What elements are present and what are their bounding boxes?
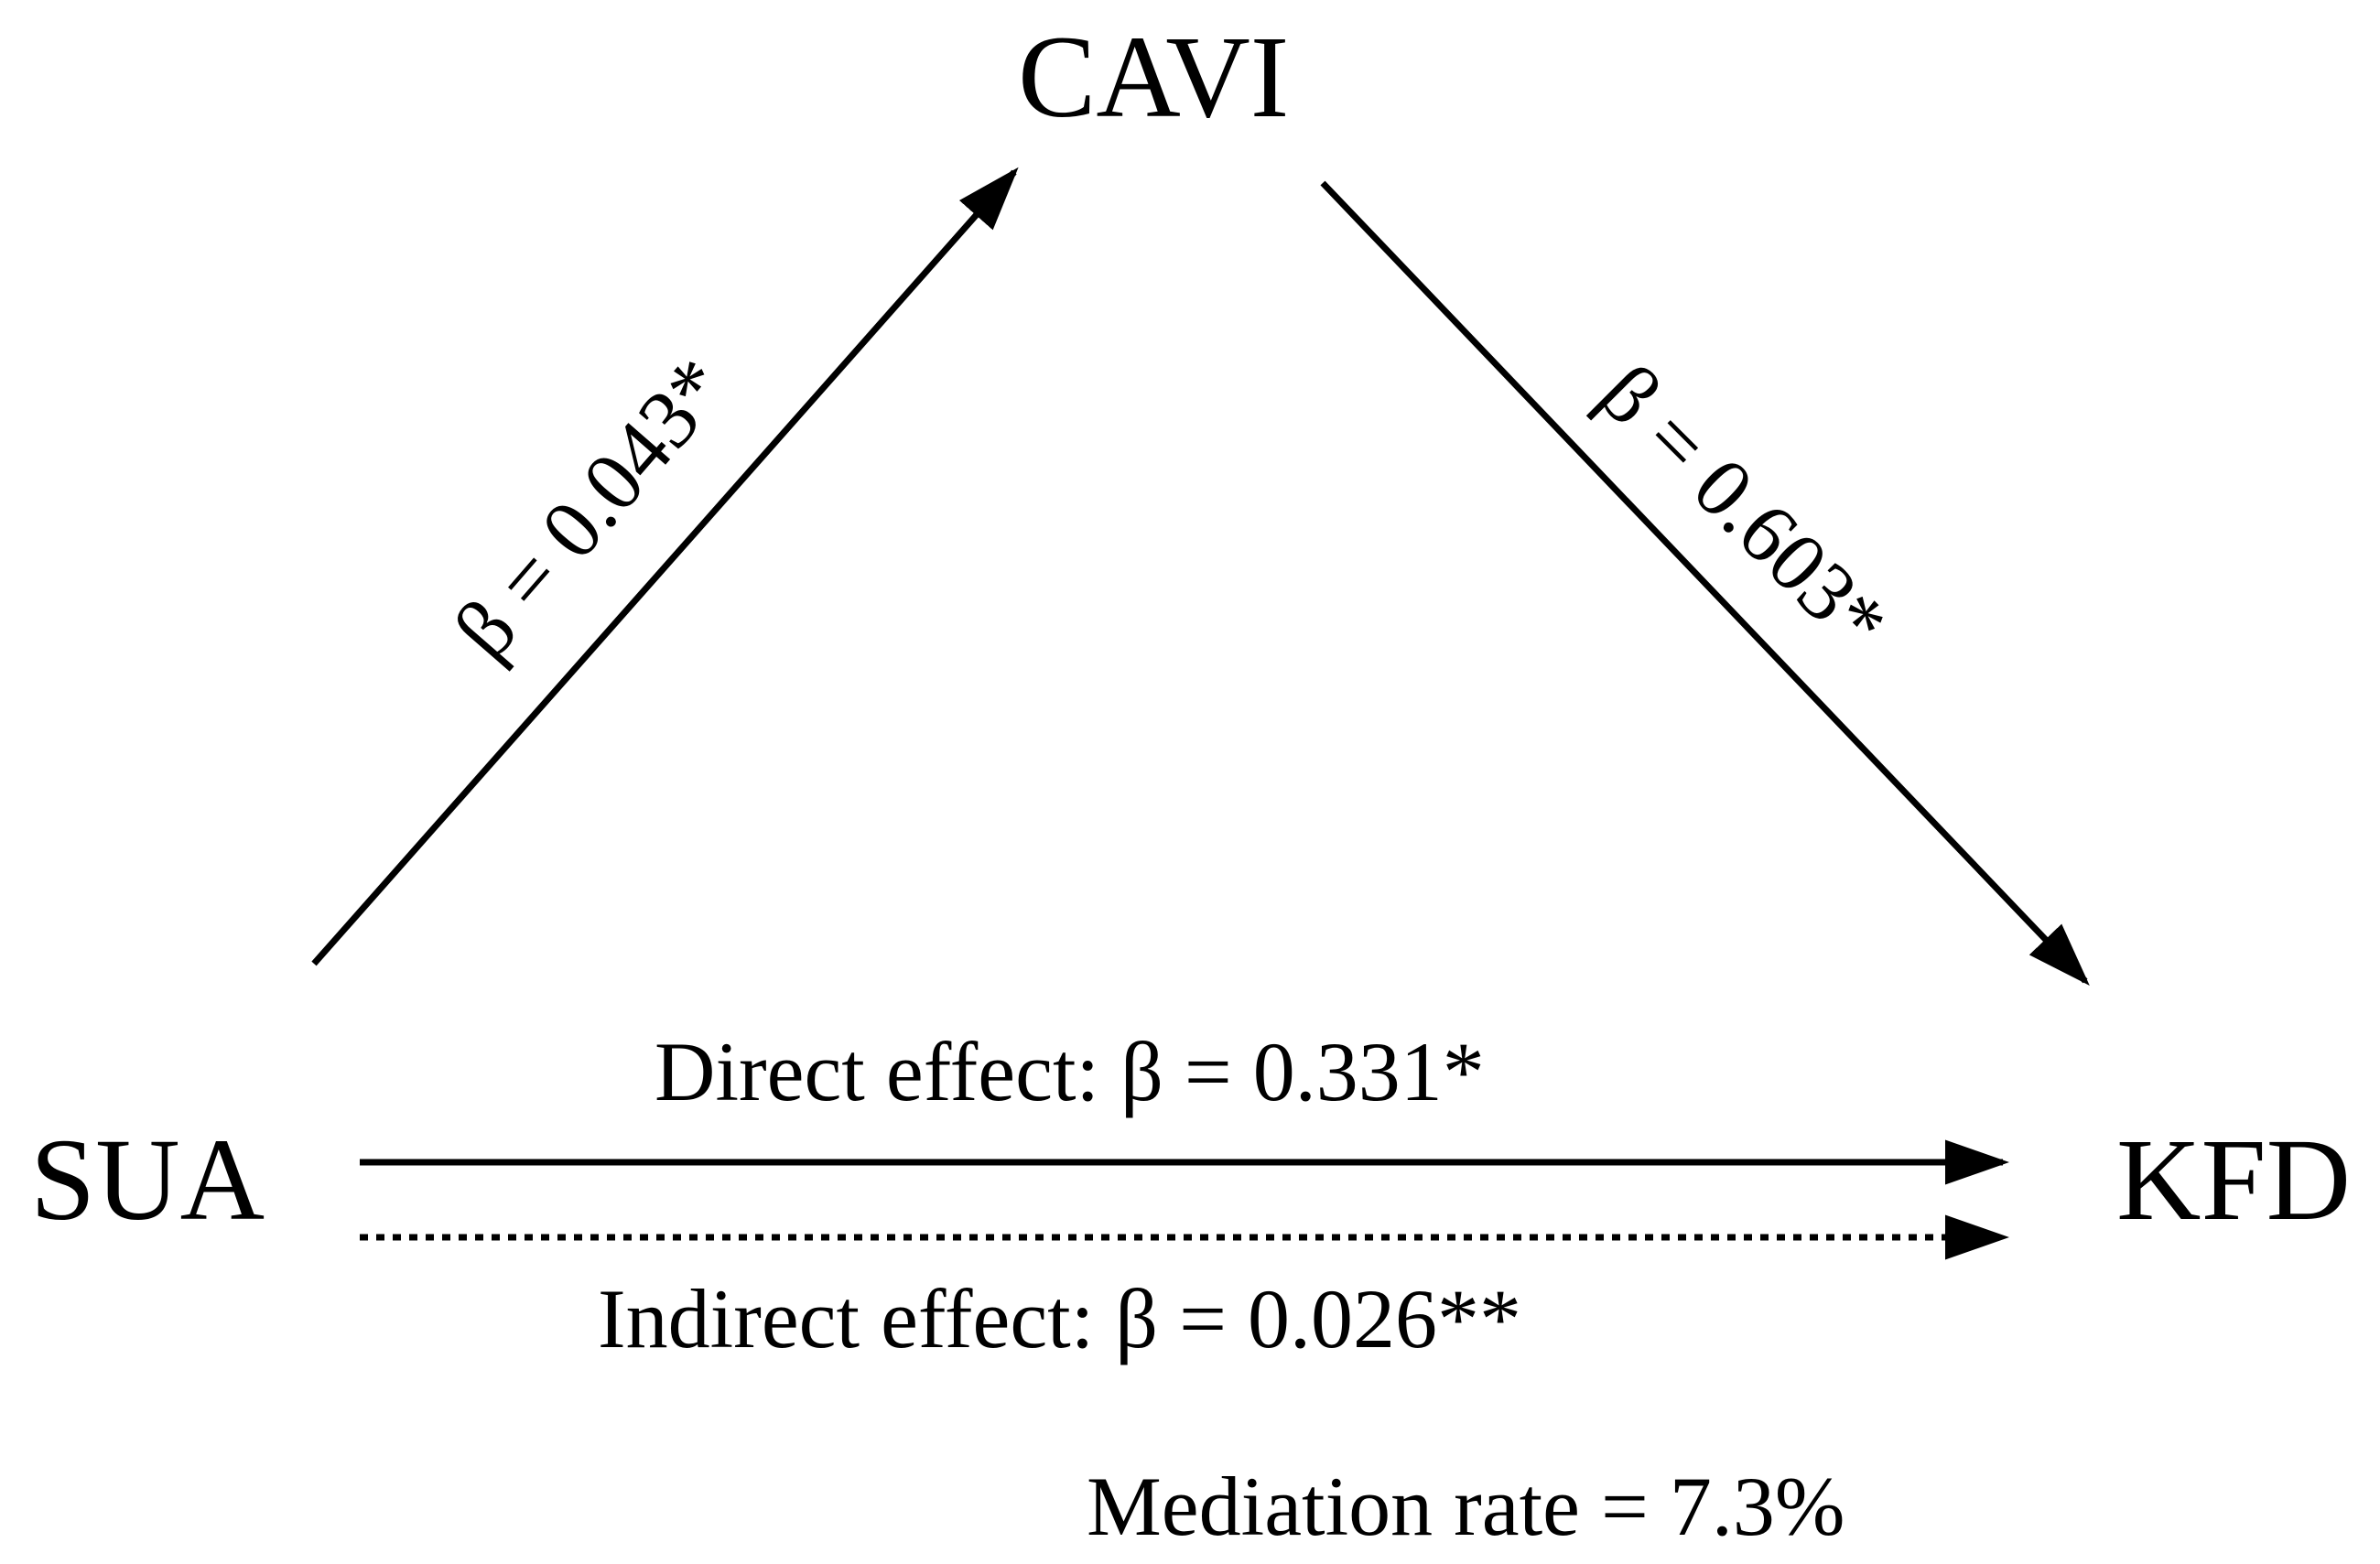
node-cavi: CAVI (1018, 12, 1290, 142)
arrow-cavi-to-kfd (1320, 180, 2090, 987)
arrow-sua-to-cavi (311, 167, 1019, 966)
mediation-rate-label: Mediation rate = 7.3% (1087, 1460, 1845, 1553)
node-kfd: KFD (2116, 1115, 2352, 1245)
direct-effect-label: Direct effect: β = 0.331* (654, 1025, 1485, 1118)
indirect-effect-label: Indirect effect: β = 0.026** (598, 1272, 1521, 1365)
node-sua: SUA (30, 1115, 265, 1245)
